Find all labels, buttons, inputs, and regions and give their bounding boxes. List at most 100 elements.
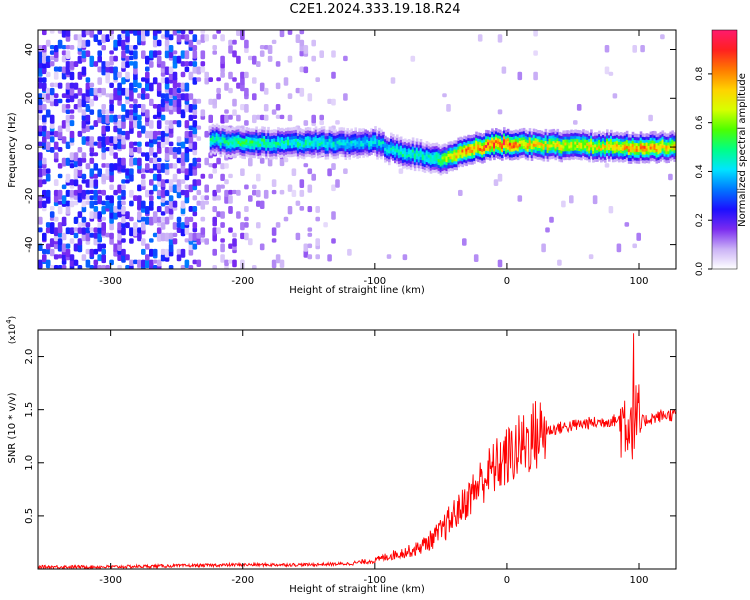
ridge-cell bbox=[617, 147, 621, 151]
ridge-cell bbox=[570, 144, 573, 148]
ridge-cell bbox=[302, 147, 306, 151]
ridge-cell bbox=[415, 147, 419, 151]
ridge-cell bbox=[318, 133, 322, 138]
ridge-cell bbox=[489, 142, 492, 146]
heatmap-cell bbox=[168, 109, 174, 115]
ridge-cell bbox=[572, 138, 575, 143]
ridge-cell bbox=[633, 151, 637, 155]
ridge-cell bbox=[469, 137, 472, 142]
ridge-cell bbox=[316, 134, 320, 138]
ridge-cell bbox=[213, 130, 217, 135]
heatmap-cell bbox=[497, 109, 503, 115]
ridge-cell bbox=[504, 156, 508, 160]
ridge-cell bbox=[388, 155, 391, 160]
heatmap-cell bbox=[141, 93, 146, 100]
ridge-cell bbox=[427, 142, 431, 146]
ridge-cell bbox=[320, 152, 324, 157]
heatmap-cell bbox=[232, 50, 237, 58]
heatmap-cell bbox=[212, 189, 217, 197]
heatmap-cell bbox=[200, 61, 206, 67]
ridge-cell bbox=[550, 146, 554, 151]
ridge-cell bbox=[550, 155, 554, 160]
ridge-cell bbox=[552, 128, 556, 133]
ridge-cell bbox=[241, 140, 244, 145]
ridge-cell bbox=[239, 142, 242, 147]
ridge-cell bbox=[394, 142, 397, 146]
ridge-cell bbox=[241, 152, 244, 156]
ridge-cell bbox=[532, 152, 536, 156]
heatmap-cell bbox=[307, 206, 313, 213]
heatmap-cell bbox=[275, 114, 281, 119]
ridge-cell bbox=[619, 132, 623, 136]
ridge-cell bbox=[364, 152, 367, 157]
ridge-cell bbox=[348, 135, 351, 140]
ridge-cell bbox=[574, 141, 577, 145]
ridge-cell bbox=[342, 130, 346, 134]
ridge-cell bbox=[483, 144, 486, 149]
heatmap-cell bbox=[65, 227, 71, 235]
heatmap-cell bbox=[109, 136, 114, 143]
heatmap-cell bbox=[188, 71, 194, 81]
ridge-cell bbox=[512, 144, 516, 149]
ridge-cell bbox=[552, 134, 556, 139]
heatmap-cell bbox=[204, 77, 209, 85]
ridge-cell bbox=[635, 142, 639, 146]
heatmap-cell bbox=[129, 30, 134, 34]
heatmap-cell bbox=[38, 168, 43, 178]
ridge-cell bbox=[621, 135, 625, 140]
heatmap-cell bbox=[149, 189, 154, 195]
ridge-cell bbox=[287, 139, 290, 143]
ridge-cell bbox=[316, 146, 320, 150]
ridge-cell bbox=[576, 141, 579, 145]
ridge-cell bbox=[633, 157, 637, 161]
heatmap-cell bbox=[608, 206, 614, 214]
y-tick-label: 20 bbox=[24, 92, 35, 105]
ridge-cell bbox=[643, 160, 647, 164]
ridge-cell bbox=[396, 143, 399, 147]
ridge-cell bbox=[364, 129, 367, 133]
ridge-cell bbox=[671, 142, 674, 146]
ridge-cell bbox=[629, 154, 633, 158]
heatmap-cell bbox=[176, 55, 182, 64]
ridge-cell bbox=[534, 137, 538, 142]
heatmap-cell bbox=[188, 30, 194, 35]
ridge-cell bbox=[271, 129, 274, 134]
ridge-cell bbox=[211, 126, 215, 131]
heatmap-cell bbox=[109, 147, 114, 156]
ridge-cell bbox=[520, 134, 524, 138]
ridge-cell bbox=[378, 133, 381, 138]
ridge-cell bbox=[530, 140, 534, 144]
ridge-cell bbox=[596, 146, 599, 151]
ridge-cell bbox=[370, 131, 373, 135]
heatmap-cell bbox=[259, 45, 265, 50]
ridge-cell bbox=[512, 133, 516, 137]
heatmap-cell bbox=[97, 227, 102, 234]
ridge-cell bbox=[558, 152, 561, 156]
heatmap-cell bbox=[45, 227, 51, 234]
ridge-cell bbox=[453, 163, 456, 168]
ridge-cell bbox=[330, 142, 334, 146]
heatmap-cell bbox=[117, 200, 122, 210]
ridge-cell bbox=[586, 154, 589, 158]
heatmap-cell bbox=[105, 147, 110, 152]
ridge-cell bbox=[326, 156, 330, 160]
ridge-cell bbox=[483, 136, 486, 140]
ridge-cell bbox=[615, 131, 619, 135]
heatmap-cell bbox=[97, 211, 102, 220]
heatmap-cell bbox=[224, 259, 229, 267]
ridge-cell bbox=[514, 150, 518, 154]
ridge-cell bbox=[604, 135, 607, 140]
ridge-cell bbox=[526, 154, 530, 158]
ridge-cell bbox=[461, 154, 464, 159]
ridge-cell bbox=[425, 167, 429, 171]
heatmap-cell bbox=[212, 45, 217, 50]
ridge-cell bbox=[643, 142, 647, 146]
ridge-cell bbox=[673, 135, 676, 139]
ridge-cell bbox=[602, 155, 605, 159]
ridge-cell bbox=[390, 156, 393, 160]
ridge-cell bbox=[619, 158, 623, 162]
ridge-cell bbox=[235, 143, 239, 148]
ridge-cell bbox=[497, 152, 500, 156]
ridge-cell bbox=[518, 137, 522, 141]
ridge-cell bbox=[590, 146, 593, 151]
